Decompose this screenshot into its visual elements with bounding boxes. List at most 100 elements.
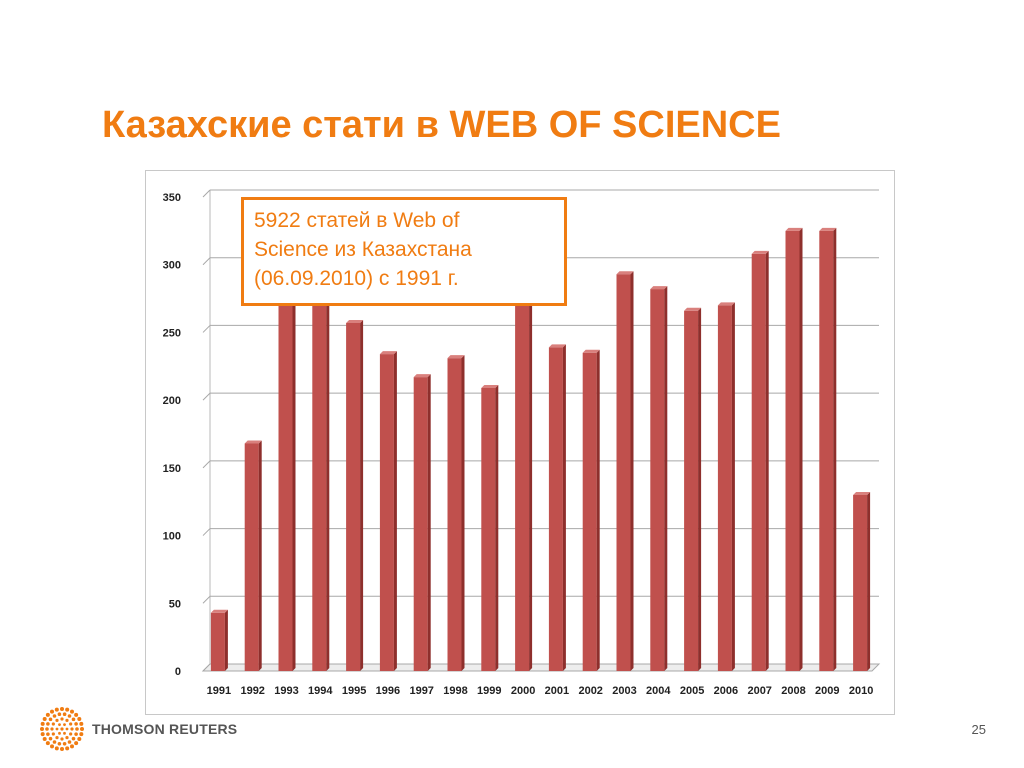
bar-side: [360, 319, 364, 671]
bar: [413, 374, 431, 671]
bar: [650, 286, 668, 671]
logo-dot: [46, 722, 50, 726]
bar-side: [630, 271, 634, 671]
x-tick-label: 1999: [477, 685, 501, 697]
x-tick-label: 2010: [849, 685, 873, 697]
y-tick-label: 0: [175, 666, 181, 678]
x-tick-label: 2002: [578, 685, 602, 697]
bar: [717, 302, 735, 671]
gridline-slant: [202, 325, 211, 333]
y-tick-label: 150: [163, 463, 181, 475]
bar-front: [751, 253, 766, 671]
logo-dot: [74, 722, 78, 726]
bar-top: [582, 349, 600, 353]
logo-dot: [60, 747, 64, 751]
y-axis-tick-labels: 0 50 100 150 200 250 300 350: [163, 192, 181, 678]
gridline-slant: [202, 392, 211, 401]
logo-dot: [60, 717, 64, 721]
bar-front: [481, 387, 496, 671]
logo-dot: [67, 740, 72, 744]
bar-front: [210, 612, 225, 671]
logo-dot: [75, 727, 79, 731]
logo-dot: [40, 727, 44, 731]
bar-front: [650, 289, 665, 671]
bar: [379, 351, 397, 671]
y-tick-label: 200: [163, 395, 181, 407]
logo-dot: [65, 718, 69, 722]
bar-top: [210, 609, 228, 613]
bar-top: [244, 440, 262, 444]
logo-dot: [42, 717, 47, 721]
bar-top: [751, 250, 769, 254]
bar-side: [698, 307, 702, 671]
bar: [548, 344, 566, 671]
logo-dot: [55, 727, 59, 731]
x-tick-label: 1994: [308, 685, 333, 697]
logo-dot: [48, 717, 53, 722]
logo-dot: [74, 732, 78, 736]
bar: [684, 307, 702, 671]
bar-side: [596, 349, 600, 671]
bar-side: [427, 374, 431, 671]
bar-side: [562, 344, 566, 671]
bar-side: [326, 282, 330, 671]
y-tick-label: 50: [169, 598, 181, 610]
gridline-slant: [202, 595, 211, 604]
logo-dot: [69, 722, 73, 726]
bar: [515, 291, 533, 671]
logo-dot: [50, 709, 54, 714]
y-tick-label: 250: [163, 327, 181, 339]
logo-dot: [70, 727, 74, 731]
bar-front: [413, 377, 428, 671]
logo-dot: [65, 707, 70, 712]
bar-front: [582, 352, 597, 671]
logo-dot: [63, 723, 66, 727]
x-tick-label: 2000: [511, 685, 535, 697]
bar: [853, 491, 871, 671]
callout-box: 5922 статей в Web of Science из Казахста…: [241, 197, 567, 306]
logo-dot: [57, 741, 62, 746]
x-axis-tick-labels: 1991 1992 1993 1994 1995 1996 1997 1998 1999 2000…: [207, 685, 874, 697]
logo-dot: [57, 712, 62, 717]
x-tick-label: 1991: [207, 685, 231, 697]
bar-side: [461, 355, 465, 671]
logo-dot: [79, 732, 84, 737]
logo-dot: [65, 746, 70, 751]
callout-line-3: (06.09.2010) с 1991 г.: [254, 267, 459, 290]
gridline-slant: [202, 460, 211, 469]
bar-front: [819, 230, 834, 671]
bar-side: [765, 250, 769, 671]
logo-dot: [60, 727, 64, 731]
thomson-reuters-dot-ring-icon: [40, 707, 84, 751]
gridline-slant: [202, 257, 211, 266]
logo-dot: [40, 732, 45, 737]
x-tick-label: 1993: [274, 685, 298, 697]
logo-dot: [45, 712, 50, 717]
logo-dot: [50, 744, 54, 749]
logo-dot: [58, 723, 61, 727]
logo-dot: [54, 707, 59, 712]
bar-side: [529, 291, 533, 671]
logo-dot: [69, 732, 73, 736]
logo-dot: [52, 714, 57, 718]
x-tick-label: 2007: [747, 685, 771, 697]
logo-dot: [65, 736, 69, 740]
bar-front: [684, 310, 699, 671]
logo-dot: [67, 714, 72, 718]
x-tick-label: 1996: [376, 685, 400, 697]
logo-dot: [45, 741, 50, 746]
y-tick-label: 300: [163, 260, 181, 272]
page-number: 25: [971, 722, 986, 737]
gridline-slant: [202, 189, 211, 198]
logo-dot: [51, 732, 55, 736]
callout-line-1: 5922 статей в Web of: [254, 209, 460, 232]
bar-side: [393, 351, 397, 671]
bar-front: [346, 322, 361, 671]
logo-dot: [55, 718, 59, 722]
logo-dot: [51, 722, 55, 726]
logo-dot: [77, 717, 82, 721]
logo-dot: [71, 736, 76, 741]
bar-top: [413, 374, 431, 378]
bar: [210, 609, 228, 671]
x-tick-label: 2005: [680, 685, 704, 697]
